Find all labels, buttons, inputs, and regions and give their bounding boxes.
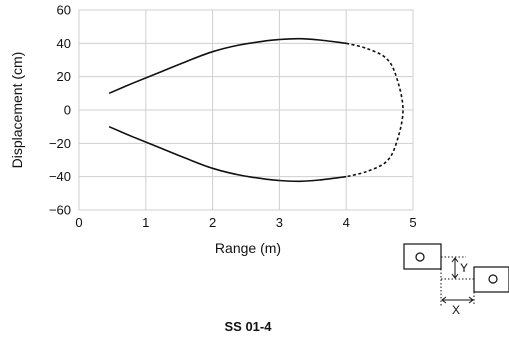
x-tick-label: 3: [276, 215, 283, 230]
y-tick-label: 60: [57, 3, 71, 18]
chart-caption: SS 01-4: [225, 319, 273, 334]
x-tick-label: 1: [142, 215, 149, 230]
series-group: [108, 37, 404, 183]
x-dimension-label: X: [452, 303, 460, 317]
receiver-box: [473, 266, 509, 293]
y-dimension-label: Y: [460, 261, 468, 275]
y-tick-label: 40: [57, 36, 71, 51]
y-tick-label: −20: [49, 136, 71, 151]
x-axis-label: Range (m): [215, 240, 281, 256]
x-tick-label: 5: [409, 215, 416, 230]
y-tick-label: −60: [49, 203, 71, 218]
y-tick-label: 20: [57, 69, 71, 84]
boundary-solid-line-2: [108, 125, 347, 183]
x-tick-label: 0: [75, 215, 82, 230]
y-arrowheads: [451, 257, 459, 279]
sensor-diagram: Y X: [403, 243, 509, 317]
plot-frame: [78, 9, 414, 211]
emitter-box: [403, 243, 442, 270]
x-tick-labels: 0 1 2 3 4 5: [75, 215, 416, 230]
gridlines: [78, 9, 414, 211]
boundary-solid-line-1: [108, 37, 347, 95]
receiver-lens-icon: [488, 274, 498, 284]
y-tick-label: −40: [49, 169, 71, 184]
y-axis-label: Displacement (cm): [9, 52, 25, 169]
emitter-lens-icon: [415, 252, 425, 262]
x-tick-label: 2: [209, 215, 216, 230]
y-tick-labels: 60 40 20 0 −20 −40 −60: [49, 3, 71, 218]
x-arrowheads: [441, 296, 474, 304]
y-tick-label: 0: [64, 103, 71, 118]
x-tick-label: 4: [343, 215, 350, 230]
